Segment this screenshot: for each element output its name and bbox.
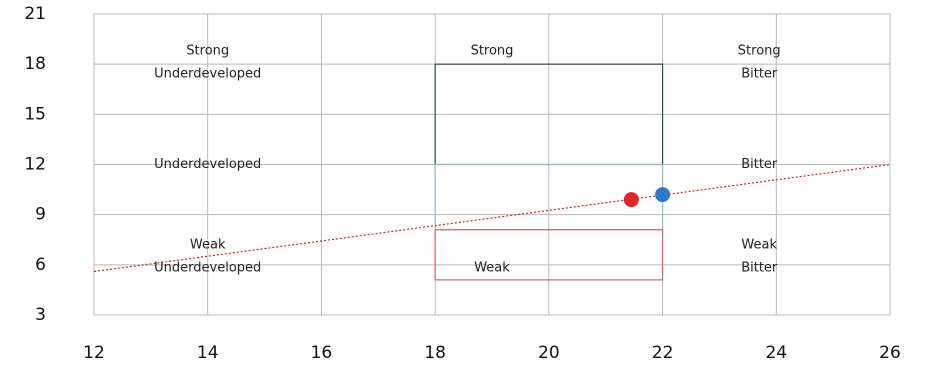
zone-label-0: Strong bbox=[186, 43, 229, 58]
zone-label-10: Weak bbox=[741, 237, 777, 252]
y-tick-label-2: 9 bbox=[35, 205, 46, 225]
zone-label-4: Bitter bbox=[741, 67, 778, 82]
x-tick-label-0: 12 bbox=[83, 343, 105, 363]
data-point-0 bbox=[623, 192, 639, 208]
zone-label-9: Weak bbox=[474, 261, 510, 276]
y-axis-ticks: 3 6 9 12 15 18 21 bbox=[24, 4, 46, 325]
data-points bbox=[623, 187, 671, 208]
trend-line bbox=[93, 163, 891, 273]
zone-label-7: Weak bbox=[190, 237, 226, 252]
y-tick-label-4: 15 bbox=[24, 104, 46, 124]
zone-label-11: Bitter bbox=[741, 261, 778, 276]
x-tick-label-4: 20 bbox=[538, 343, 560, 363]
y-tick-label-5: 18 bbox=[24, 54, 46, 74]
zone-labels: Strong Underdeveloped Strong Strong Bitter Un… bbox=[154, 43, 781, 275]
trend-line-group bbox=[93, 163, 891, 273]
y-tick-label-3: 12 bbox=[24, 155, 46, 175]
zone-label-2: Strong bbox=[471, 43, 514, 58]
zone-label-6: Bitter bbox=[741, 157, 778, 172]
region-box-2 bbox=[434, 229, 664, 281]
x-axis-ticks: 12 14 16 18 20 22 24 26 bbox=[83, 343, 901, 363]
x-tick-label-7: 26 bbox=[879, 343, 901, 363]
data-point-1 bbox=[655, 187, 671, 203]
zone-label-1: Underdeveloped bbox=[154, 67, 261, 82]
x-tick-label-1: 14 bbox=[197, 343, 219, 363]
y-tick-label-1: 6 bbox=[35, 255, 46, 275]
zone-label-3: Strong bbox=[738, 43, 781, 58]
zone-label-8: Underdeveloped bbox=[154, 261, 261, 276]
x-tick-label-6: 24 bbox=[765, 343, 787, 363]
y-tick-label-0: 3 bbox=[35, 305, 46, 325]
x-tick-label-2: 16 bbox=[311, 343, 333, 363]
zone-label-5: Underdeveloped bbox=[154, 157, 261, 172]
x-tick-label-3: 18 bbox=[424, 343, 446, 363]
y-tick-label-6: 21 bbox=[24, 4, 46, 24]
x-tick-label-5: 22 bbox=[652, 343, 674, 363]
